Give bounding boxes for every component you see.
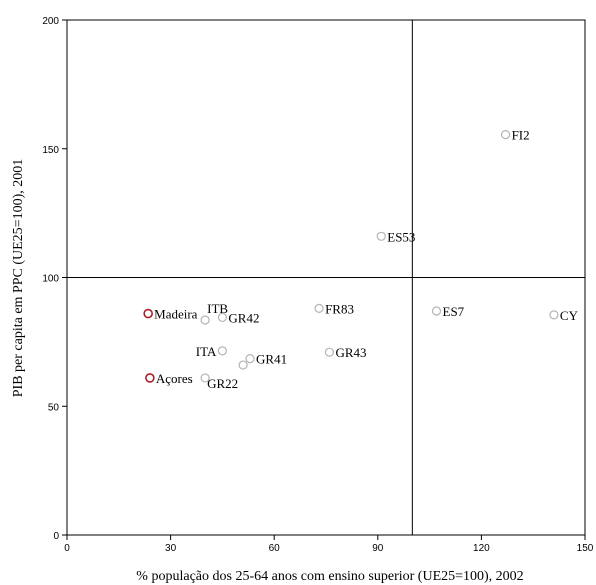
data-point-label: GR42 xyxy=(228,310,259,325)
data-point xyxy=(200,315,210,325)
y-axis-title: PIB per capita em PPC (UE25=100), 2001 xyxy=(11,159,26,397)
x-tick-label: 0 xyxy=(64,543,70,554)
x-tick-label: 120 xyxy=(473,543,490,554)
y-tick-label: 200 xyxy=(42,16,59,27)
data-point xyxy=(143,308,153,319)
data-point-label: ES53 xyxy=(387,229,415,244)
data-point-label: Madeira xyxy=(154,307,198,322)
x-axis-title: % população dos 25-64 anos com ensino su… xyxy=(136,569,523,584)
data-point xyxy=(217,312,227,323)
data-point xyxy=(314,303,324,313)
data-point-label: ES7 xyxy=(443,304,465,319)
data-point-label: FI2 xyxy=(512,128,530,143)
x-tick-label: 90 xyxy=(372,543,384,554)
data-point xyxy=(549,310,559,320)
data-point xyxy=(217,346,227,356)
y-tick-label: 100 xyxy=(42,274,59,285)
x-tick-label: 60 xyxy=(269,543,281,554)
data-point-label: GR43 xyxy=(335,345,366,360)
x-tick-label: 30 xyxy=(165,543,177,554)
data-point xyxy=(431,306,442,316)
x-tick-label: 150 xyxy=(577,543,594,554)
y-axis: 0 50 100 150 200 xyxy=(42,16,67,542)
data-point xyxy=(238,360,248,370)
data-point-label: GR41 xyxy=(256,352,287,367)
data-point-label: ITB xyxy=(207,301,228,316)
y-tick-label: 0 xyxy=(53,531,59,542)
data-point xyxy=(245,354,255,364)
data-point-label: ITA xyxy=(196,344,217,359)
reference-lines xyxy=(67,20,585,535)
data-point xyxy=(324,347,335,357)
data-point-label: FR83 xyxy=(325,301,354,316)
data-point xyxy=(376,231,386,241)
data-point xyxy=(500,129,511,140)
data-point xyxy=(145,373,155,383)
x-axis: 0 30 60 90 120 150 xyxy=(64,535,594,554)
data-point-label: CY xyxy=(560,308,579,323)
data-point-label: Açores xyxy=(156,371,193,386)
y-tick-label: 50 xyxy=(48,402,60,413)
y-tick-label: 150 xyxy=(42,145,59,156)
data-point xyxy=(200,373,210,383)
data-point-label: GR22 xyxy=(207,376,238,391)
